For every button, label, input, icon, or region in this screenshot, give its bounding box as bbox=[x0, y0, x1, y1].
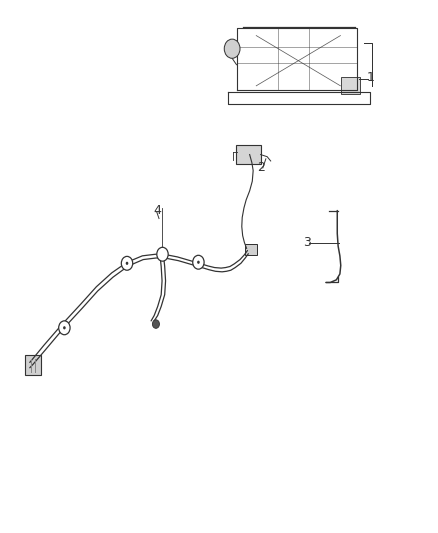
Circle shape bbox=[59, 321, 70, 335]
Circle shape bbox=[193, 255, 204, 269]
Text: 4: 4 bbox=[154, 204, 162, 217]
Circle shape bbox=[121, 256, 133, 270]
Circle shape bbox=[224, 39, 240, 58]
Circle shape bbox=[63, 326, 66, 329]
Circle shape bbox=[197, 261, 200, 264]
FancyBboxPatch shape bbox=[25, 355, 41, 375]
FancyBboxPatch shape bbox=[341, 77, 360, 94]
FancyBboxPatch shape bbox=[236, 145, 261, 164]
Circle shape bbox=[126, 262, 128, 265]
FancyBboxPatch shape bbox=[245, 244, 257, 255]
Text: 3: 3 bbox=[303, 236, 311, 249]
Text: 2: 2 bbox=[257, 161, 265, 174]
Circle shape bbox=[152, 320, 159, 328]
Circle shape bbox=[157, 247, 168, 261]
Text: 1: 1 bbox=[366, 71, 374, 84]
